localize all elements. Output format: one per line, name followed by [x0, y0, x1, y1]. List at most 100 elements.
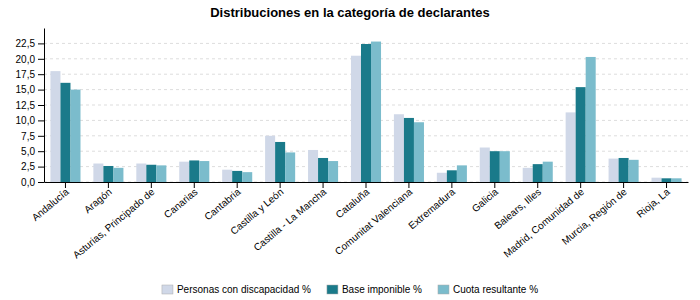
- tick-mark: [666, 182, 667, 188]
- tick-mark: [38, 120, 44, 121]
- tick: 12,5: [16, 100, 44, 111]
- tick-mark: [580, 182, 581, 188]
- grid-line: [44, 43, 688, 44]
- tick-mark: [38, 105, 44, 106]
- tick-mark: [38, 59, 44, 60]
- tick: 2,5: [21, 161, 44, 172]
- tick-label: 10,0: [16, 115, 36, 126]
- tick: Aragón: [82, 182, 114, 215]
- tick-mark: [451, 182, 452, 188]
- tick: Galicia: [470, 182, 501, 214]
- bar: [146, 165, 156, 182]
- bar: [586, 57, 596, 182]
- bar: [652, 178, 662, 182]
- tick: Cataluña: [334, 182, 372, 220]
- tick-mark: [280, 182, 281, 188]
- tick: Murcia, Región de: [560, 182, 630, 247]
- legend-item: Personas con discapacidad %: [162, 284, 311, 295]
- bar-series: [60, 44, 671, 182]
- tick: Extremadura: [406, 182, 457, 231]
- bar: [222, 170, 232, 182]
- bar: [619, 158, 629, 182]
- bar: [662, 178, 672, 182]
- tick-mark: [108, 182, 109, 188]
- tick: Rioja, La: [635, 182, 673, 220]
- bar: [232, 171, 242, 182]
- bar: [113, 168, 123, 182]
- bar: [480, 148, 490, 182]
- tick-label: Castilla - La Mancha: [251, 186, 328, 253]
- bar: [533, 164, 543, 182]
- axis-line: [44, 29, 45, 183]
- tick-mark: [151, 182, 152, 188]
- legend-item: Base imponible %: [327, 284, 422, 295]
- x-axis: AndalucíaAragónAsturias, Principado deCa…: [30, 182, 689, 261]
- tick-label: 22,5: [16, 38, 36, 49]
- bar: [371, 42, 381, 182]
- tick-mark: [323, 182, 324, 188]
- tick-label: Galicia: [470, 186, 501, 214]
- tick-label: 17,5: [16, 69, 36, 80]
- bar: [70, 90, 80, 182]
- tick-label: Extremadura: [406, 186, 457, 232]
- bar: [672, 178, 682, 182]
- bar: [179, 162, 189, 182]
- tick: 5,0: [21, 146, 44, 157]
- tick: 0,0: [21, 177, 44, 188]
- tick-mark: [38, 167, 44, 168]
- bar: [447, 170, 457, 182]
- legend-label: Cuota resultante %: [453, 284, 538, 295]
- bar: [437, 173, 447, 182]
- tick-mark: [494, 182, 495, 188]
- bar-series: [70, 42, 681, 182]
- bar: [242, 172, 252, 182]
- tick-label: Canarias: [162, 186, 200, 220]
- tick-label: Andalucía: [30, 186, 71, 223]
- bar: [189, 160, 199, 182]
- bar: [543, 162, 553, 182]
- tick-mark: [38, 43, 44, 44]
- tick-mark: [537, 182, 538, 188]
- tick: 7,5: [21, 131, 44, 142]
- chart: 0,02,55,07,510,012,515,017,520,022,5Anda…: [0, 0, 700, 300]
- title: Distribuciones en la categoría de declar…: [210, 5, 490, 20]
- tick-mark: [38, 182, 44, 183]
- bar: [500, 151, 510, 182]
- bar: [576, 87, 586, 182]
- bar: [275, 142, 285, 182]
- bar: [60, 83, 70, 182]
- tick: 22,5: [16, 38, 44, 49]
- bars: [50, 42, 681, 182]
- bar: [414, 122, 424, 182]
- bar: [136, 164, 146, 182]
- tick-label: 0,0: [21, 177, 35, 188]
- bar: [457, 165, 467, 182]
- bar: [404, 118, 414, 182]
- bar: [566, 112, 576, 182]
- legend-label: Base imponible %: [342, 284, 422, 295]
- tick-label: Cataluña: [334, 186, 372, 220]
- tick: 20,0: [16, 54, 44, 65]
- bar: [351, 56, 361, 182]
- tick-mark: [65, 182, 66, 188]
- tick: 10,0: [16, 115, 44, 126]
- tick-label: 12,5: [16, 100, 36, 111]
- tick: Cantabria: [202, 182, 243, 222]
- tick-label: 5,0: [21, 146, 35, 157]
- tick-label: Cantabria: [202, 186, 243, 223]
- tick-mark: [408, 182, 409, 188]
- tick: Madrid, Comunidad de: [501, 182, 586, 260]
- legend-item: Cuota resultante %: [438, 284, 538, 295]
- tick: Canarias: [162, 182, 200, 220]
- legend-swatch: [438, 285, 449, 294]
- bar: [265, 136, 275, 182]
- y-axis: 0,02,55,07,510,012,515,017,520,022,5: [16, 29, 45, 188]
- bar: [609, 159, 619, 182]
- bar: [199, 161, 209, 182]
- tick-label: 2,5: [21, 161, 35, 172]
- plot: 0,02,55,07,510,012,515,017,520,022,5Anda…: [16, 29, 689, 261]
- bar: [93, 164, 103, 182]
- bar: [328, 161, 338, 182]
- tick-label: Murcia, Región de: [560, 186, 630, 247]
- tick-mark: [623, 182, 624, 188]
